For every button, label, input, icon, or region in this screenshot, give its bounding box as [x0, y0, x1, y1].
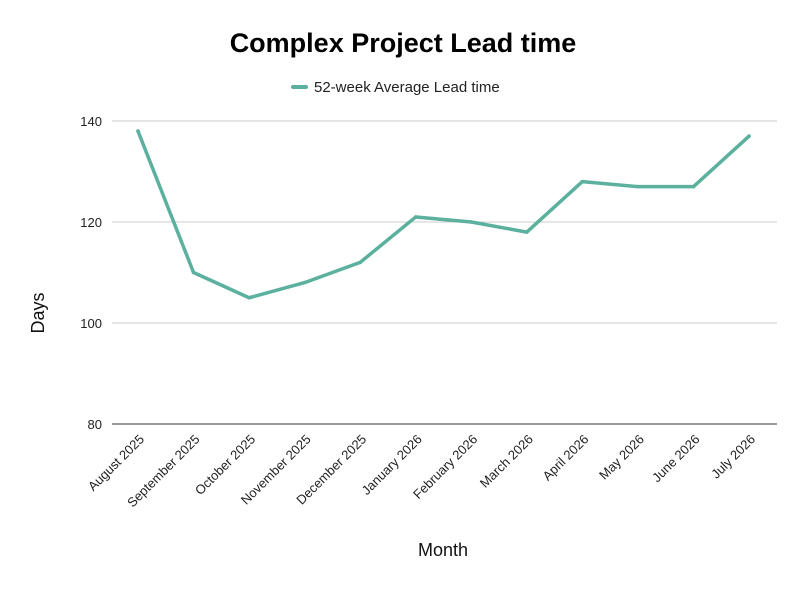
data-point: [247, 295, 251, 300]
data-point: [358, 260, 362, 265]
y-axis-ticks: 80 100 120 140: [80, 114, 102, 432]
gridlines: [112, 120, 777, 425]
data-point: [136, 129, 140, 133]
chart-title: Complex Project Lead time: [230, 28, 577, 58]
x-tick-label: May 2026: [596, 432, 647, 483]
data-point: [691, 184, 696, 189]
legend-label: 52-week Average Lead time: [314, 79, 500, 96]
x-tick-label: March 2026: [477, 432, 536, 491]
data-point: [191, 270, 196, 275]
series-line: [136, 129, 751, 300]
legend: 52-week Average Lead time: [291, 79, 500, 96]
data-point: [469, 220, 474, 224]
x-tick-label: April 2026: [539, 432, 591, 484]
data-point: [636, 184, 640, 189]
x-tick-label: July 2026: [708, 432, 758, 482]
series-layer: [136, 129, 751, 300]
data-point: [580, 179, 585, 184]
y-axis-title: Days: [28, 292, 48, 333]
y-tick-label: 140: [80, 114, 102, 129]
y-tick-label: 100: [80, 316, 102, 331]
data-point: [302, 280, 307, 285]
x-axis-title: Month: [418, 540, 468, 560]
y-tick-label: 120: [80, 215, 102, 230]
data-point: [747, 134, 751, 138]
x-tick-label: June 2026: [649, 432, 703, 486]
data-point: [413, 215, 418, 219]
data-point: [525, 230, 529, 234]
y-tick-label: 80: [88, 417, 102, 432]
